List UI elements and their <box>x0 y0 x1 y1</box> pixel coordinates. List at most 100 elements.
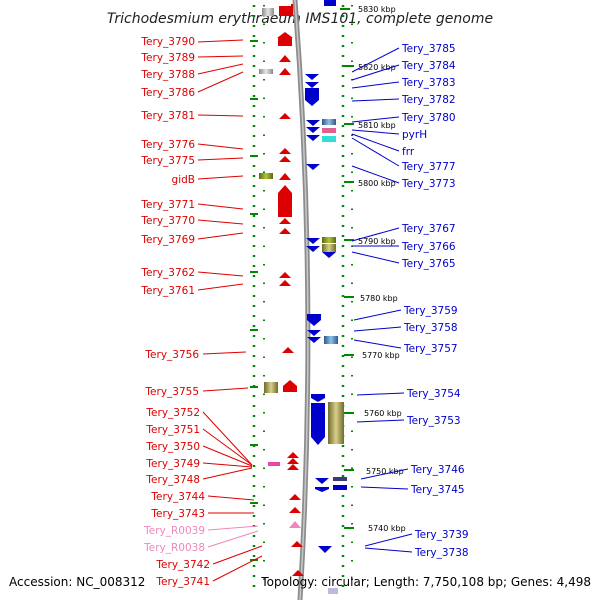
gene-arrow[interactable] <box>306 120 320 126</box>
gene-arrow[interactable] <box>305 88 319 106</box>
gene-label[interactable]: Tery_3762 <box>140 267 195 279</box>
gene-label[interactable]: Tery_3746 <box>410 464 465 476</box>
gene-arrow[interactable] <box>311 403 325 445</box>
gene-arrow[interactable] <box>291 541 303 547</box>
gene-feature[interactable] <box>322 244 336 252</box>
gene-label[interactable]: Tery_3783 <box>401 77 456 89</box>
gene-label[interactable]: Tery_3777 <box>401 161 456 173</box>
gene-arrow[interactable] <box>287 452 299 458</box>
gene-arrow[interactable] <box>306 246 320 252</box>
gene-label[interactable]: Tery_3785 <box>401 43 456 55</box>
gene-label[interactable]: Tery_3773 <box>401 178 456 190</box>
gene-arrow[interactable] <box>322 252 336 258</box>
gene-label[interactable]: Tery_3775 <box>140 155 195 167</box>
gene-feature[interactable] <box>328 588 338 594</box>
gene-label[interactable]: Tery_3743 <box>150 508 205 520</box>
gene-arrow[interactable] <box>306 164 320 170</box>
gene-label[interactable]: Tery_3765 <box>401 258 456 270</box>
gene-label[interactable]: Tery_3788 <box>140 69 195 81</box>
gene-feature[interactable] <box>268 462 280 466</box>
gene-label[interactable]: Tery_3766 <box>401 241 456 253</box>
gene-label[interactable]: Tery_3742 <box>155 559 210 571</box>
gene-feature[interactable] <box>259 69 273 74</box>
gene-arrow[interactable] <box>279 148 291 154</box>
gene-label[interactable]: Tery_3749 <box>145 458 200 470</box>
gene-arrow[interactable] <box>307 314 321 326</box>
gene-feature[interactable] <box>322 128 336 133</box>
gene-arrow[interactable] <box>306 238 320 244</box>
gene-feature[interactable] <box>322 119 336 125</box>
gene-feature[interactable] <box>259 173 273 179</box>
rna-feature[interactable] <box>289 521 301 528</box>
gene-arrow[interactable] <box>279 156 291 162</box>
gene-arrow[interactable] <box>289 507 301 513</box>
gene-label[interactable]: Tery_3750 <box>145 441 200 453</box>
gene-arrow[interactable] <box>287 464 299 470</box>
gene-arrow[interactable] <box>283 380 297 392</box>
gene-arrow[interactable] <box>305 82 319 88</box>
gene-arrow[interactable] <box>279 173 291 180</box>
rna-label[interactable]: Tery_R0038 <box>143 542 205 554</box>
gene-arrow[interactable] <box>318 546 332 553</box>
gene-feature[interactable] <box>333 477 347 481</box>
gene-label[interactable]: Tery_3744 <box>150 491 205 503</box>
gene-label[interactable]: Tery_3741 <box>155 576 210 588</box>
gene-label[interactable]: Tery_3771 <box>140 199 195 211</box>
gene-arrow[interactable] <box>307 330 321 336</box>
gene-feature[interactable] <box>322 136 336 142</box>
gene-arrow[interactable] <box>306 127 320 133</box>
gene-arrow[interactable] <box>333 485 347 490</box>
gene-arrow[interactable] <box>315 487 329 492</box>
gene-label[interactable]: Tery_3790 <box>140 36 195 48</box>
gene-label[interactable]: Tery_3758 <box>403 322 458 334</box>
gene-arrow[interactable] <box>278 185 292 217</box>
gene-label[interactable]: Tery_3745 <box>410 484 465 496</box>
gene-label[interactable]: Tery_3752 <box>145 407 200 419</box>
gene-label[interactable]: Tery_3786 <box>140 87 195 99</box>
gene-label[interactable]: Tery_3753 <box>406 415 461 427</box>
gene-arrow[interactable] <box>279 228 291 234</box>
gene-arrow[interactable] <box>315 478 329 484</box>
gene-arrow[interactable] <box>279 113 291 119</box>
gene-arrow[interactable] <box>282 347 294 353</box>
gene-label[interactable]: Tery_3756 <box>144 349 199 361</box>
gene-label[interactable]: Tery_3776 <box>140 139 195 151</box>
gene-arrow[interactable] <box>305 74 319 80</box>
gene-label[interactable]: frr <box>402 146 415 158</box>
gene-label[interactable]: Tery_3757 <box>403 343 458 355</box>
gene-label[interactable]: Tery_3754 <box>406 388 461 400</box>
gene-feature[interactable] <box>322 237 336 243</box>
gene-label[interactable]: Tery_3770 <box>140 215 195 227</box>
gene-label[interactable]: Tery_3739 <box>414 529 469 541</box>
gene-arrow[interactable] <box>287 458 299 464</box>
gene-arrow[interactable] <box>279 4 293 16</box>
gene-label[interactable]: Tery_3751 <box>145 424 200 436</box>
gene-arrow[interactable] <box>306 135 320 141</box>
gene-label[interactable]: Tery_3781 <box>140 110 195 122</box>
gene-label[interactable]: Tery_3738 <box>414 547 469 559</box>
gene-arrow[interactable] <box>279 218 291 224</box>
gene-arrow[interactable] <box>311 394 325 402</box>
gene-feature[interactable] <box>324 336 338 344</box>
gene-arrow[interactable] <box>279 55 291 62</box>
gene-arrow[interactable] <box>324 0 336 6</box>
gene-label[interactable]: Tery_3769 <box>140 234 195 246</box>
gene-arrow[interactable] <box>277 32 293 38</box>
gene-label[interactable]: Tery_3780 <box>401 112 456 124</box>
gene-arrow[interactable] <box>292 570 304 576</box>
gene-label[interactable]: Tery_3767 <box>401 223 456 235</box>
gene-feature[interactable] <box>328 402 344 444</box>
gene-label[interactable]: pyrH <box>402 129 427 141</box>
gene-label[interactable]: Tery_3759 <box>403 305 458 317</box>
rna-label[interactable]: Tery_R0039 <box>143 525 205 537</box>
gene-arrow[interactable] <box>279 272 291 278</box>
gene-label[interactable]: Tery_3782 <box>401 94 456 106</box>
gene-label[interactable]: Tery_3789 <box>140 52 195 64</box>
gene-arrow[interactable] <box>278 38 292 46</box>
gene-feature[interactable] <box>262 8 274 16</box>
gene-label[interactable]: Tery_3748 <box>145 474 200 486</box>
gene-arrow[interactable] <box>279 68 291 75</box>
gene-arrow[interactable] <box>289 494 301 500</box>
gene-arrow[interactable] <box>279 280 291 286</box>
gene-arrow[interactable] <box>307 337 321 343</box>
